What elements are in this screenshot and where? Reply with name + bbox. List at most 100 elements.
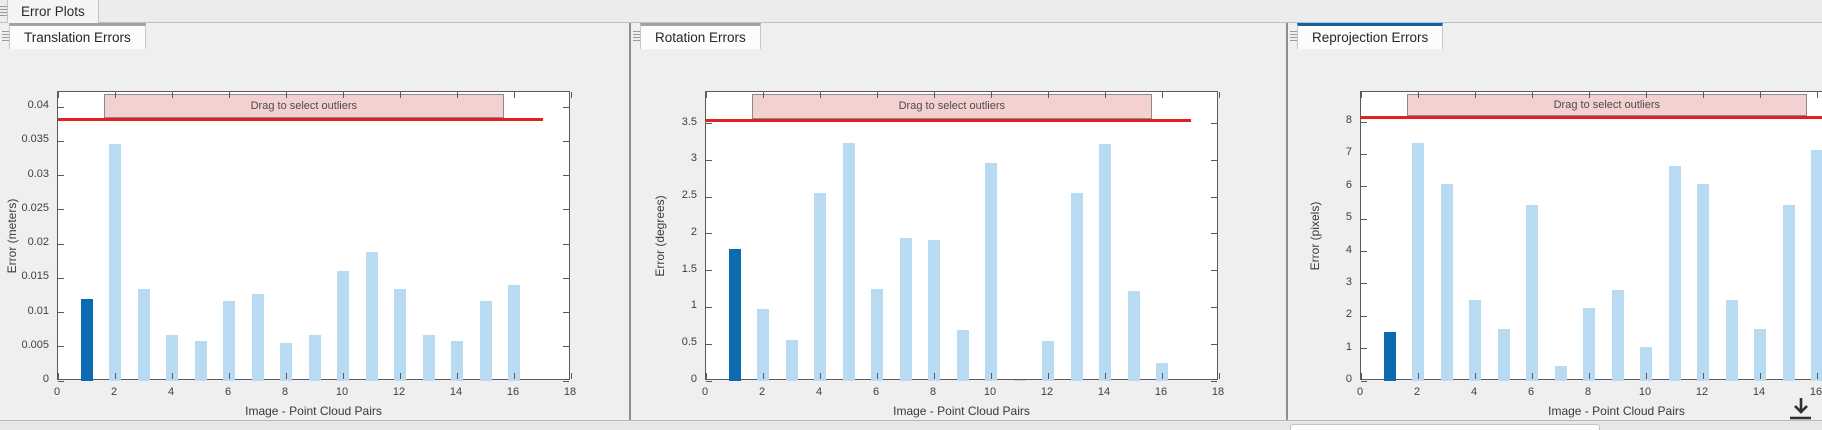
x-tick xyxy=(1531,92,1533,98)
x-tick xyxy=(171,373,173,379)
drag-grip-icon[interactable] xyxy=(1290,31,1297,42)
y-tick xyxy=(1211,270,1217,272)
bar-pair-7[interactable] xyxy=(251,294,264,381)
bar-pair-14[interactable] xyxy=(451,341,463,381)
y-tick-label: 3 xyxy=(1345,275,1352,288)
bar-pair-16[interactable] xyxy=(1156,362,1168,381)
drag-grip-icon[interactable] xyxy=(0,6,7,17)
outlier-selection-band[interactable]: Drag to select outliers xyxy=(751,94,1153,119)
bar-pair-15[interactable] xyxy=(1782,204,1795,381)
bar-pair-12[interactable] xyxy=(394,288,406,381)
x-tick xyxy=(1047,373,1049,379)
outlier-selection-band[interactable]: Drag to select outliers xyxy=(1406,94,1808,117)
bar-pair-5[interactable] xyxy=(1497,329,1510,381)
bar-pair-11[interactable] xyxy=(1013,379,1026,381)
bar-pair-16[interactable] xyxy=(508,285,520,381)
bar-pair-4[interactable] xyxy=(1469,300,1481,381)
bar-pair-11[interactable] xyxy=(1668,165,1681,381)
bar-pair-13[interactable] xyxy=(422,335,435,381)
threshold-line[interactable] xyxy=(58,117,543,121)
y-tick-label: 1.5 xyxy=(681,262,697,275)
bar-pair-15[interactable] xyxy=(1127,291,1140,381)
y-tick-label: 5 xyxy=(1345,211,1352,224)
bar-pair-3[interactable] xyxy=(785,339,798,381)
bar-pair-10[interactable] xyxy=(337,271,349,381)
bar-pair-7[interactable] xyxy=(899,237,912,381)
rotation-errors-chart: Drag to select outliers 0 0.5 1 1.5 2 2.5 3 3.5 0… xyxy=(631,49,1286,420)
bar-pair-6[interactable] xyxy=(871,289,883,381)
y-tick-label: 3.5 xyxy=(681,115,697,128)
horizontal-scrollbar[interactable] xyxy=(0,420,1822,430)
bar-pair-11[interactable] xyxy=(365,251,378,381)
bar-pair-5[interactable] xyxy=(194,341,207,381)
bar-pair-4[interactable] xyxy=(166,335,178,381)
bar-pair-14[interactable] xyxy=(1099,144,1111,381)
x-tick xyxy=(1417,92,1419,98)
x-tick xyxy=(762,92,764,98)
bar-pair-12[interactable] xyxy=(1042,340,1054,381)
bar-pair-13[interactable] xyxy=(1725,300,1738,381)
bar-pair-9[interactable] xyxy=(1611,290,1624,381)
plot-area: Drag to select outliers xyxy=(705,91,1220,382)
x-tick-label: 8 xyxy=(929,386,937,398)
bar-pair-10[interactable] xyxy=(985,163,997,381)
bar-pair-8[interactable] xyxy=(280,342,292,381)
bar-pair-9[interactable] xyxy=(308,335,321,381)
bar-pair-1[interactable] xyxy=(80,298,93,381)
bar-pair-8[interactable] xyxy=(1583,308,1595,381)
y-tick-label: 0 xyxy=(690,373,697,385)
tab-error-plots[interactable]: Error Plots xyxy=(7,0,99,23)
panel-translation-errors: Translation Errors Drag to select outlie… xyxy=(0,23,629,420)
bar-pair-7[interactable] xyxy=(1554,366,1567,381)
bar-pair-4[interactable] xyxy=(814,192,826,381)
bar-pair-14[interactable] xyxy=(1754,329,1766,381)
tab-reprojection-errors[interactable]: Reprojection Errors xyxy=(1297,23,1444,49)
bar-pair-15[interactable] xyxy=(479,300,492,381)
drag-grip-icon[interactable] xyxy=(2,31,9,42)
y-tick-label: 8 xyxy=(1345,114,1352,127)
bar-pair-6[interactable] xyxy=(1526,204,1538,381)
bar-pair-13[interactable] xyxy=(1070,192,1083,381)
bar-pair-10[interactable] xyxy=(1640,347,1652,381)
y-tick xyxy=(1361,315,1367,317)
y-tick-label: 6 xyxy=(1345,178,1352,191)
x-tick-label: 0 xyxy=(1356,386,1364,398)
drag-grip-icon[interactable] xyxy=(633,31,640,42)
x-tick-label: 10 xyxy=(983,386,997,398)
y-tick xyxy=(706,306,712,308)
y-tick xyxy=(1211,380,1217,382)
y-tick xyxy=(563,243,569,245)
outlier-selection-band[interactable]: Drag to select outliers xyxy=(103,94,505,118)
tab-translation-errors[interactable]: Translation Errors xyxy=(9,23,146,49)
threshold-line[interactable] xyxy=(706,118,1191,122)
bar-pair-3[interactable] xyxy=(137,288,150,381)
figure-group-tab-bar: Error Plots xyxy=(0,0,1822,23)
x-tick xyxy=(1588,92,1590,98)
bar-pair-9[interactable] xyxy=(956,329,969,381)
x-tick xyxy=(114,92,116,98)
bar-pair-16[interactable] xyxy=(1811,149,1822,381)
bar-pair-2[interactable] xyxy=(757,308,769,381)
bar-pair-2[interactable] xyxy=(1412,143,1424,381)
bar-pair-8[interactable] xyxy=(928,239,940,381)
y-tick xyxy=(58,380,64,382)
y-tick xyxy=(706,196,712,198)
panels-container: Translation Errors Drag to select outlie… xyxy=(0,23,1822,420)
bar-pair-1[interactable] xyxy=(728,248,741,381)
tab-rotation-errors[interactable]: Rotation Errors xyxy=(640,23,761,49)
bar-pair-3[interactable] xyxy=(1440,183,1453,381)
y-tick xyxy=(1211,343,1217,345)
bar-pair-6[interactable] xyxy=(223,300,235,381)
bar-pair-5[interactable] xyxy=(842,143,855,381)
bar-pair-1[interactable] xyxy=(1383,332,1396,381)
scrollbar-thumb[interactable] xyxy=(1290,424,1600,430)
x-tick-label: 16 xyxy=(1809,386,1822,398)
bar-pair-2[interactable] xyxy=(109,144,121,381)
x-tick xyxy=(990,92,992,98)
x-tick-label: 16 xyxy=(1154,386,1168,398)
bar-pair-12[interactable] xyxy=(1697,183,1709,381)
y-tick xyxy=(563,277,569,279)
threshold-line[interactable] xyxy=(1361,116,1822,120)
collapse-down-icon[interactable] xyxy=(1786,396,1814,422)
